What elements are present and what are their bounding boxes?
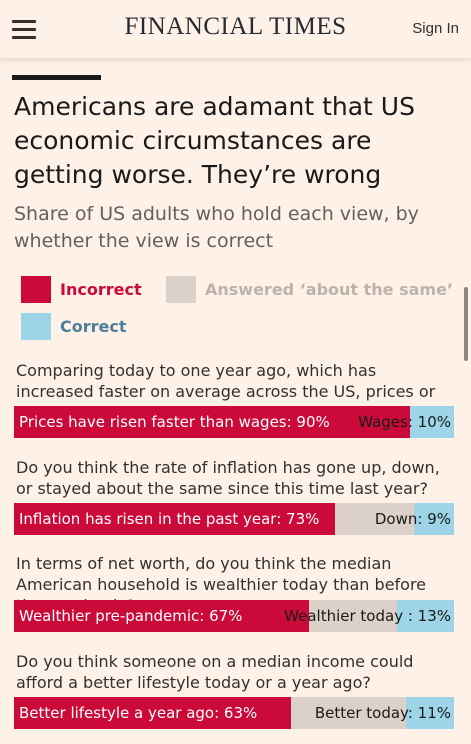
- question-4: Do you think someone on a median income …: [16, 652, 414, 692]
- bar-label-incorrect: Prices have risen faster than wages: 90%: [19, 413, 330, 431]
- stacked-bar-1: Prices have risen faster than wages: 90%…: [14, 406, 454, 438]
- bar-label-incorrect: Inflation has risen in the past year: 73…: [19, 510, 320, 528]
- title-accent-bar: [12, 75, 101, 80]
- legend-item-same: Answered ‘about the same’: [166, 276, 453, 304]
- bar-label-correct: Down: 9%: [374, 510, 451, 528]
- bar-label-incorrect: Better lifestyle a year ago: 63%: [19, 704, 258, 722]
- bar-segment-same: [291, 697, 406, 729]
- sign-in-link[interactable]: Sign In: [412, 20, 459, 37]
- brand-logo[interactable]: FINANCIAL TIMES: [124, 13, 347, 40]
- bar-label-correct: Wages: 10%: [358, 413, 451, 431]
- bar-label-incorrect: Wealthier pre-pandemic: 67%: [19, 607, 243, 625]
- bar-segment-same: [335, 503, 415, 535]
- page-scrollbar[interactable]: [464, 287, 468, 361]
- stacked-bar-3: Wealthier pre-pandemic: 67% Wealthier to…: [14, 600, 454, 632]
- bar-segment-correct: [396, 600, 454, 632]
- legend-swatch-same: [166, 276, 196, 303]
- legend-item-incorrect: Incorrect: [21, 276, 191, 304]
- bar-segment-correct: [414, 503, 454, 535]
- legend-item-correct: Correct: [21, 313, 191, 341]
- stacked-bar-2: Inflation has risen in the past year: 73…: [14, 503, 454, 535]
- legend-label-same: Answered ‘about the same’: [205, 280, 454, 299]
- legend-label-correct: Correct: [60, 317, 127, 336]
- legend-label-incorrect: Incorrect: [60, 280, 142, 299]
- question-2: Do you think the rate of inflation has g…: [16, 458, 440, 498]
- bar-segment-correct: [405, 697, 454, 729]
- bar-segment-correct: [410, 406, 454, 438]
- bar-segment-incorrect: [14, 600, 309, 632]
- bar-segment-incorrect: [14, 406, 410, 438]
- chart-subtitle: Share of US adults who hold each view, b…: [14, 203, 419, 252]
- bar-label-correct: Wealthier today : 13%: [284, 607, 451, 625]
- bar-segment-same: [308, 600, 397, 632]
- legend-swatch-correct: [21, 313, 51, 340]
- bar-label-correct: Better today: 11%: [314, 704, 451, 722]
- chart-title: Americans are adamant that US economic c…: [14, 92, 415, 189]
- site-header: FINANCIAL TIMES Sign In: [0, 0, 471, 59]
- bar-segment-incorrect: [14, 697, 292, 729]
- hamburger-menu-icon[interactable]: [12, 20, 36, 39]
- stacked-bar-4: Better lifestyle a year ago: 63% Better …: [14, 697, 454, 729]
- legend-swatch-incorrect: [21, 276, 51, 303]
- bar-segment-incorrect: [14, 503, 336, 535]
